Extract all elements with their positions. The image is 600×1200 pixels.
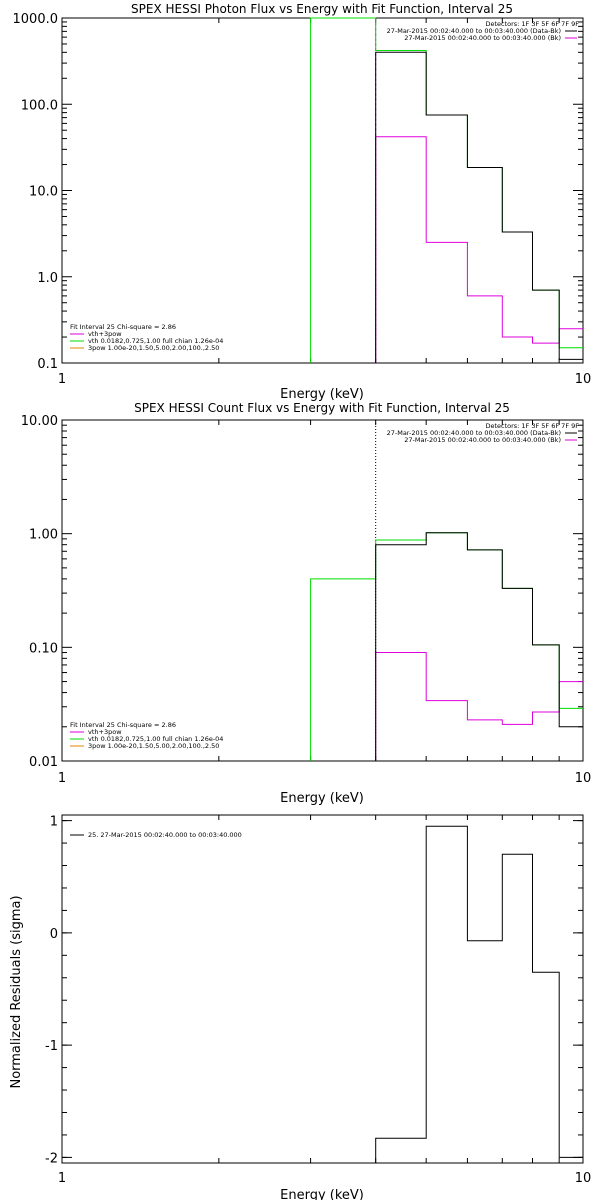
panel1-legend-left-text: vth+3pow (88, 330, 122, 338)
photon-flux-panel: SPEX HESSI Photon Flux vs Energy with Fi… (13, 2, 592, 402)
panel3-ylabel: Normalized Residuals (sigma) (9, 895, 24, 1088)
panel1-ytick-label: 10.0 (29, 185, 58, 200)
panel1-ytick-label: 0.1 (37, 357, 58, 372)
panel3-xtick-1: 1 (58, 1171, 66, 1186)
panel2-xlabel: Energy (keV) (280, 791, 364, 806)
panel3-plot: 1 0 -1 -2 25. 27-Mar-2015 00:02:40.000 to 00… (45, 814, 584, 1166)
panel2-series-1 (310, 532, 583, 761)
panel2-legend-right-text: Detectors: 1F 3F 5F 6F 7F 9F (485, 422, 579, 430)
panel2-legend-right-text: 27-Mar-2015 00:02:40.000 to 00:03:40.000… (387, 429, 561, 437)
panel2-legend-left-text: Fit Interval 25 Chi-square = 2.86 (70, 721, 176, 729)
panel1-legend-right-text: Detectors: 1F 3F 5F 6F 7F 9F (485, 20, 579, 28)
panel3-axes-frame (61, 814, 584, 1164)
panel3-ytick-label: 1 (50, 815, 58, 830)
panel3-ytick-label: 0 (50, 927, 58, 942)
panel1-plot: 0.1 1.0 10.0 100.0 1000.0 Detectors: 1F 3F 5F… (13, 12, 584, 372)
panel1-ytick-label: 1000.0 (13, 12, 59, 27)
panel3-legend-left-text: 25. 27-Mar-2015 00:02:40.000 to 00:03:40… (88, 831, 242, 839)
panel2-legend-left-text: 3pow 1.00e-20,1.50,5.00,2.00,100.,2.50 (88, 742, 219, 750)
panel3-ytick-label: -1 (45, 1039, 58, 1054)
panel1-series-1 (310, 17, 583, 363)
panel2-xtick-10: 10 (575, 771, 592, 786)
panel2-ytick-label: 1.00 (29, 528, 58, 543)
panel2-legend-right-text: 27-Mar-2015 00:02:40.000 to 00:03:40.000… (404, 436, 561, 444)
panel1-legend-left-text: 3pow 1.00e-20,1.50,5.00,2.00,100.,2.50 (88, 344, 219, 352)
panel1-title: SPEX HESSI Photon Flux vs Energy with Fi… (131, 2, 513, 16)
panel1-legend-right-text: 27-Mar-2015 00:02:40.000 to 00:03:40.000… (387, 27, 561, 35)
panel2-legend-left-text: vth 0.0182,0.725,1.00 full chian 1.26e-0… (88, 735, 223, 743)
panel1-xtick-10: 10 (575, 372, 592, 387)
panel1-ytick-label: 100.0 (21, 98, 58, 113)
panel1-series-0 (375, 136, 583, 363)
panel2-ytick-label: 0.10 (29, 641, 58, 656)
panel1-series-2 (375, 51, 583, 363)
panel2-legend-left-text: vth+3pow (88, 728, 122, 736)
panel3-xlabel: Energy (keV) (280, 1188, 364, 1200)
residuals-panel: Energy (keV) 1 10 Normalized Residuals (… (9, 814, 592, 1200)
panel3-xtick-10: 10 (575, 1171, 592, 1186)
panel1-legend-left-text: Fit Interval 25 Chi-square = 2.86 (70, 323, 176, 331)
panel2-axes-frame (61, 419, 584, 762)
panel2-xtick-1: 1 (58, 771, 66, 786)
panel2-title: SPEX HESSI Count Flux vs Energy with Fit… (134, 401, 510, 415)
panel2-ytick-label: 0.01 (29, 755, 58, 770)
panel1-legend-right-text: 27-Mar-2015 00:02:40.000 to 00:03:40.000… (404, 34, 561, 42)
panel2-series-2 (375, 532, 583, 761)
panel1-ytick-label: 1.0 (37, 271, 58, 286)
panel2-ytick-label: 10.00 (21, 414, 58, 429)
panel3-series-0 (375, 825, 583, 1163)
panel2-plot: 0.01 0.10 1.00 10.00 Detectors: 1F 3F 5F 6F … (21, 414, 584, 770)
panel2-series-0 (375, 652, 583, 761)
panel1-axes-frame (61, 17, 584, 364)
panel1-legend-left-text: vth 0.0182,0.725,1.00 full chian 1.26e-0… (88, 337, 223, 345)
panel1-xtick-1: 1 (58, 372, 66, 387)
panel3-ytick-label: -2 (45, 1151, 58, 1166)
panel1-xlabel: Energy (keV) (280, 387, 364, 402)
count-flux-panel: SPEX HESSI Count Flux vs Energy with Fit… (21, 401, 591, 806)
